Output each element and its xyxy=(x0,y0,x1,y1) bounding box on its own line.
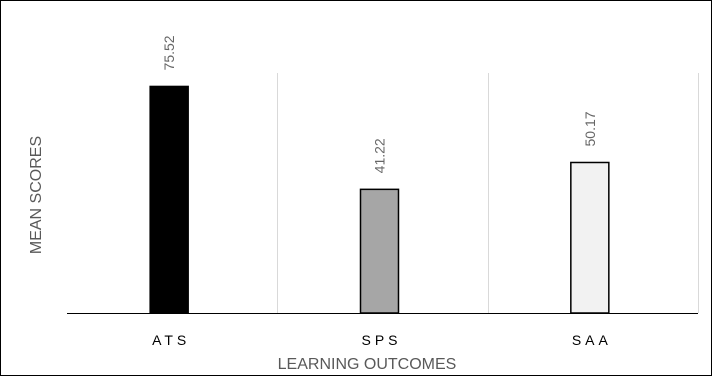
x-tick-label-ats: ATS xyxy=(152,332,190,348)
y-axis-title: MEAN SCORES xyxy=(28,136,45,254)
x-tick-labels: ATS SPS SAA xyxy=(152,332,612,348)
bar-ats xyxy=(149,85,189,314)
value-labels: 75.52 41.22 50.17 xyxy=(161,35,598,173)
x-tick-label-sps: SPS xyxy=(361,332,401,348)
value-label-sps: 41.22 xyxy=(372,138,388,173)
value-label-saa: 50.17 xyxy=(582,111,598,146)
x-tick-label-saa: SAA xyxy=(572,332,612,348)
value-label-ats: 75.52 xyxy=(161,35,177,70)
bar-sps xyxy=(359,188,400,314)
bar-saa xyxy=(570,161,610,314)
vertical-gridlines xyxy=(277,73,699,313)
x-axis-title: LEARNING OUTCOMES xyxy=(278,356,457,373)
bars xyxy=(149,85,610,314)
